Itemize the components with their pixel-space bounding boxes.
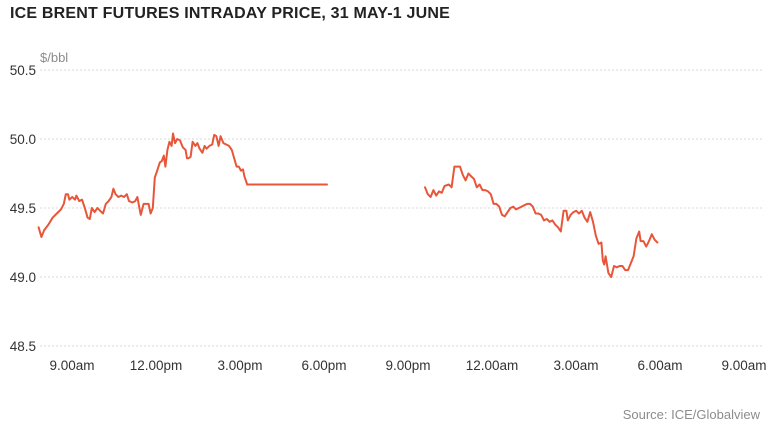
x-tick-label: 9.00pm	[385, 358, 430, 373]
x-tick-label: 9.00am	[721, 358, 766, 373]
y-tick-label: 49.5	[10, 201, 36, 216]
y-tick-label: 48.5	[10, 339, 36, 354]
y-tick-label: 50.5	[10, 63, 36, 78]
y-axis-unit-label: $/bbl	[40, 50, 68, 65]
x-tick-label: 6.00am	[637, 358, 682, 373]
x-tick-label: 12.00pm	[130, 358, 183, 373]
x-tick-label: 12.00am	[466, 358, 519, 373]
x-axis-ticks: 9.00am 12.00pm 3.00pm 6.00pm 9.00pm 12.00am 3.…	[49, 358, 766, 373]
x-tick-label: 3.00pm	[217, 358, 262, 373]
x-tick-label: 3.00am	[553, 358, 598, 373]
source-note: Source: ICE/Globalview	[622, 407, 760, 422]
grid-lines	[40, 69, 762, 347]
x-tick-label: 6.00pm	[301, 358, 346, 373]
series-lines	[37, 132, 659, 278]
y-axis-ticks: 50.5 50.0 49.5 49.0 48.5	[10, 63, 36, 354]
price-line-segment	[424, 165, 659, 278]
y-tick-label: 50.0	[10, 132, 36, 147]
price-line-segment	[37, 132, 328, 238]
x-tick-label: 9.00am	[49, 358, 94, 373]
chart-title: ICE BRENT FUTURES INTRADAY PRICE, 31 MAY…	[10, 5, 451, 22]
y-tick-label: 49.0	[10, 270, 36, 285]
